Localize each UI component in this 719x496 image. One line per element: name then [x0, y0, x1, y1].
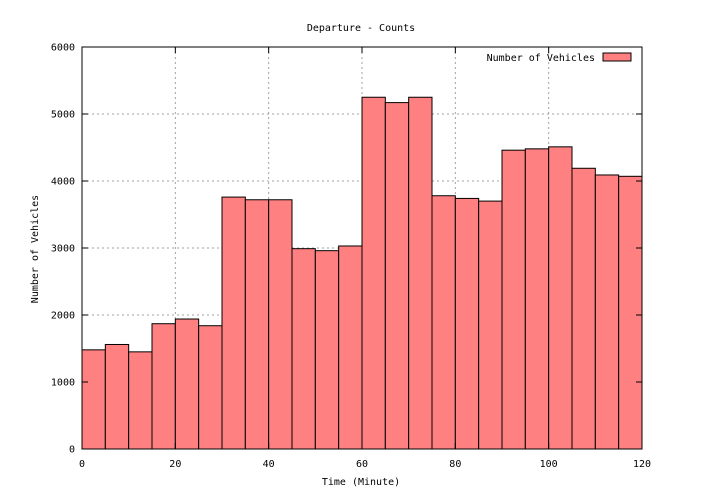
x-tick-label: 60	[356, 459, 368, 470]
histogram-bar	[128, 351, 153, 450]
x-tick-label: 100	[540, 459, 558, 470]
histogram-bar	[174, 318, 200, 450]
legend: Number of Vehicles	[487, 52, 632, 64]
x-axis-label: Time (Minute)	[322, 477, 400, 488]
histogram-bar	[291, 248, 316, 450]
histogram-bar	[221, 196, 246, 450]
y-tick-label: 3000	[51, 244, 75, 255]
histogram-bar	[338, 245, 363, 450]
axis-layer: 0 20 40 60 80 100 120 0 1000 2000 3000 4000 5000 6000	[51, 43, 651, 471]
bar-layer	[81, 96, 643, 450]
histogram-bar	[618, 175, 643, 450]
histogram-bar	[314, 250, 340, 450]
histogram-bar	[104, 343, 130, 450]
y-axis-label: Number of Vehicles	[30, 195, 41, 303]
chart-title: Departure - Counts	[307, 23, 415, 34]
x-tick-label: 20	[169, 459, 181, 470]
y-tick-label: 2000	[51, 311, 75, 322]
x-tick-label: 80	[449, 459, 461, 470]
histogram-bar	[548, 146, 573, 450]
histogram-bar	[151, 323, 176, 450]
legend-label: Number of Vehicles	[487, 53, 595, 64]
histogram-bar	[198, 325, 223, 450]
legend-swatch	[602, 52, 632, 62]
histogram-bar	[431, 195, 456, 450]
y-tick-label: 1000	[51, 378, 75, 389]
histogram-bar	[501, 149, 526, 450]
histogram-bar	[81, 349, 106, 450]
x-tick-label: 0	[79, 459, 85, 470]
histogram-bar	[361, 96, 386, 450]
x-tick-label: 40	[263, 459, 275, 470]
histogram-bar	[408, 96, 433, 450]
histogram-bar	[571, 167, 596, 450]
histogram-bar	[268, 199, 293, 450]
histogram-bar	[478, 200, 503, 450]
histogram-bar	[244, 199, 270, 450]
histogram-bar	[524, 148, 550, 450]
histogram-bar	[454, 197, 480, 450]
y-tick-label: 5000	[51, 110, 75, 121]
y-tick-label: 6000	[51, 43, 75, 54]
histogram-bar	[384, 102, 410, 450]
x-tick-label: 120	[633, 459, 651, 470]
y-tick-label: 4000	[51, 177, 75, 188]
y-tick-label: 0	[69, 445, 75, 456]
histogram-bar	[594, 174, 620, 450]
